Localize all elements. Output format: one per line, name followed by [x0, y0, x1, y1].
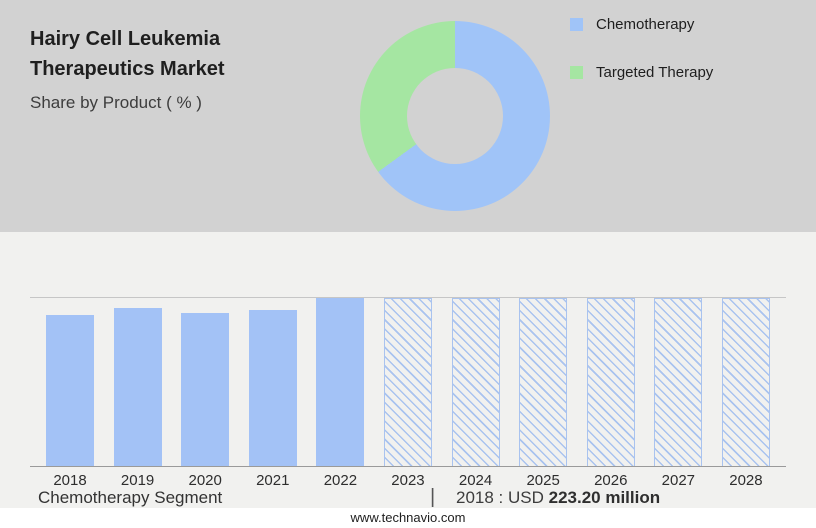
caption-row: Chemotherapy Segment | 2018 : USD 223.20…: [0, 486, 816, 510]
header: Hairy Cell Leukemia Therapeutics Market …: [30, 24, 225, 113]
donut-legend: Chemotherapy Targeted Therapy: [570, 15, 713, 111]
x-label-2025: 2025: [526, 472, 560, 489]
x-label-2027: 2027: [661, 472, 696, 489]
page-title-line1: Hairy Cell Leukemia: [30, 28, 221, 50]
legend-swatch-targeted-therapy: [570, 65, 583, 79]
x-label-2018: 2018: [53, 472, 87, 489]
bar-2025: [519, 298, 568, 466]
page-title-line2: Therapeutics Market: [30, 58, 225, 80]
x-label-2028: 2028: [729, 472, 763, 489]
legend-label-chemotherapy: Chemotherapy: [596, 15, 695, 33]
footer-bar: www.technavio.com: [0, 508, 816, 528]
x-label-2022: 2022: [323, 472, 358, 489]
bar-2022: [316, 298, 365, 466]
bar-plot: [30, 297, 786, 467]
caption-value-prefix: 2018 : USD: [456, 488, 549, 507]
bottom-panel: 2018 2019 2020 2021 2022 2023 2024 2025 2026 2027…: [0, 232, 816, 508]
legend-item-chemotherapy: Chemotherapy: [570, 15, 713, 33]
bar-2024: [451, 298, 500, 466]
donut-hole: [407, 68, 503, 164]
bar-x-labels: 2018 2019 2020 2021 2022 2023 2024 2025 2026 2027…: [30, 472, 786, 489]
caption-separator: |: [430, 486, 436, 508]
bar-2023: [383, 298, 432, 466]
caption-value: 2018 : USD 223.20 million: [456, 488, 660, 508]
caption-value-bold: 223.20 million: [548, 488, 661, 507]
bar-2018: [46, 315, 94, 466]
bar-2019: [113, 308, 162, 466]
legend-label-targeted-therapy: Targeted Therapy: [596, 63, 714, 81]
x-label-2021: 2021: [256, 472, 290, 489]
page-subtitle: Share by Product ( % ): [30, 93, 202, 112]
caption-segment-label: Chemotherapy Segment: [38, 488, 223, 507]
donut-chart: [360, 21, 550, 211]
legend-swatch-chemotherapy: [570, 17, 583, 31]
bar-2020: [181, 313, 230, 466]
x-label-2020: 2020: [188, 472, 222, 489]
bar-2028: [721, 298, 770, 466]
top-panel: Hairy Cell Leukemia Therapeutics Market …: [0, 0, 816, 232]
x-label-2023: 2023: [391, 472, 425, 489]
bar-2021: [248, 310, 297, 466]
x-label-2024: 2024: [458, 472, 493, 489]
x-label-2019: 2019: [120, 472, 155, 489]
legend-item-targeted-therapy: Targeted Therapy: [570, 63, 713, 81]
bar-2027: [654, 298, 703, 466]
bar-2026: [586, 298, 635, 466]
x-label-2026: 2026: [594, 472, 628, 489]
footer-url: www.technavio.com: [350, 510, 466, 525]
